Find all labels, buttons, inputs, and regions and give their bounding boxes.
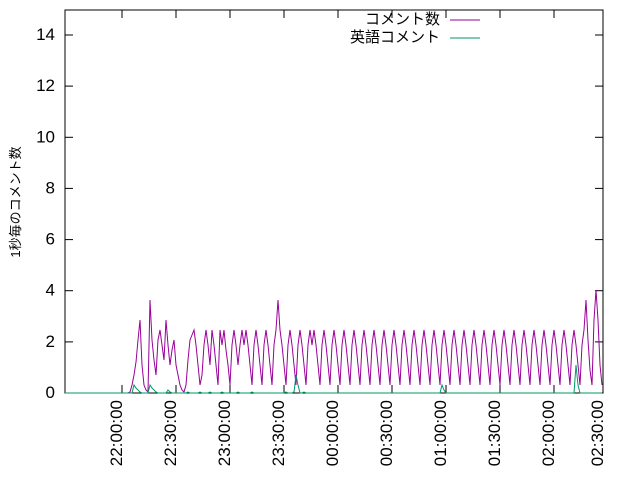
y-axis-label: 1秒毎のコメント数 [8, 146, 23, 257]
legend-label-en: 英語コメント [350, 28, 440, 46]
svg-text:12: 12 [36, 76, 55, 95]
svg-text:23:00:00: 23:00:00 [215, 400, 234, 466]
chart-container: { "chart_data": { "type": "line", "title… [0, 0, 640, 480]
svg-text:22:30:00: 22:30:00 [161, 400, 180, 466]
svg-text:6: 6 [46, 230, 55, 249]
svg-text:4: 4 [46, 281, 55, 300]
svg-text:10: 10 [36, 127, 55, 146]
legend: コメント数 英語コメント [350, 11, 480, 46]
y-axis-labels: 0 2 4 6 8 10 12 14 [36, 25, 55, 402]
svg-text:02:00:00: 02:00:00 [539, 400, 558, 466]
svg-text:01:30:00: 01:30:00 [485, 400, 504, 466]
legend-label-main: コメント数 [365, 11, 440, 28]
x-axis-labels: 22:00:00 22:30:00 23:00:00 23:30:00 00:0… [107, 400, 607, 466]
svg-text:00:30:00: 00:30:00 [377, 400, 396, 466]
svg-text:22:00:00: 22:00:00 [107, 400, 126, 466]
svg-text:02:30:00: 02:30:00 [588, 400, 607, 466]
svg-text:0: 0 [46, 383, 55, 402]
x-axis-ticks [122, 10, 603, 393]
svg-text:01:00:00: 01:00:00 [431, 400, 450, 466]
plot-border [65, 10, 603, 393]
svg-text:23:30:00: 23:30:00 [269, 400, 288, 466]
svg-text:8: 8 [46, 178, 55, 197]
svg-text:00:00:00: 00:00:00 [323, 400, 342, 466]
svg-text:14: 14 [36, 25, 55, 44]
data-line-comments [128, 290, 602, 393]
chart-svg: 0 2 4 6 8 10 12 14 22:00:00 22:30:00 23:… [0, 0, 640, 480]
svg-text:2: 2 [46, 332, 55, 351]
